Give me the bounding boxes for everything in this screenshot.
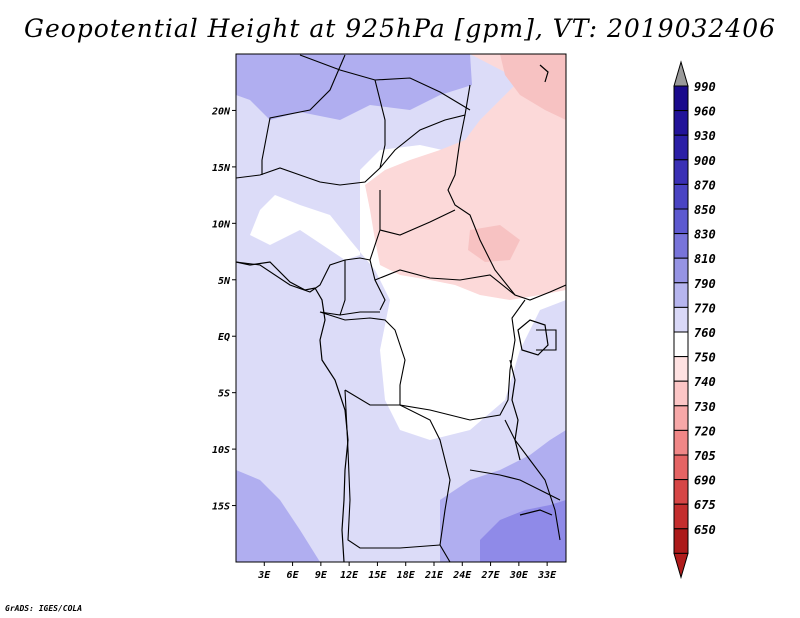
lon-tick-label: 18E (397, 570, 416, 581)
lat-tick-label: 5N (218, 276, 231, 287)
lower-height-core (468, 54, 566, 262)
lon-tick-label: 33E (537, 570, 557, 581)
colorbar-segment (673, 134, 689, 161)
lat-tick-label: EQ (218, 332, 230, 343)
lon-tick-label: 12E (340, 570, 359, 581)
colorbar-segment (673, 454, 689, 481)
colorbar-segment (673, 110, 689, 136)
colorbar-segment (673, 183, 689, 210)
lat-tick-label: 15S (212, 502, 230, 513)
colorbar-segment (673, 257, 689, 284)
colorbar-label: 760 (694, 326, 716, 340)
colorbar-label: 870 (694, 178, 716, 192)
colorbar-label: 650 (694, 523, 716, 537)
colorbar-label: 930 (694, 129, 716, 143)
colorbar-segment (673, 282, 689, 308)
longitude-axis: 3E 6E 9E 12E 15E 18E 21E 24E 27E 30E 33E (257, 562, 557, 581)
colorbar-segment (673, 356, 689, 382)
lat-tick-label: 15N (212, 163, 231, 174)
lon-tick-label: 6E (287, 570, 300, 581)
map-frame (235, 53, 567, 563)
colorbar-label: 790 (694, 277, 716, 291)
southwest-high-region (236, 470, 320, 562)
lat-tick-label: 10S (212, 445, 230, 456)
colorbar-label: 705 (694, 449, 716, 463)
colorbar-segment (673, 233, 689, 259)
colorbar-label: 730 (694, 400, 716, 414)
colorbar-segment (673, 208, 689, 235)
lat-tick-label: 10N (212, 219, 231, 230)
lon-tick-label: 21E (424, 570, 444, 581)
colorbar-label: 960 (694, 105, 716, 119)
colorbar-label: 830 (694, 228, 716, 242)
colorbar-label: 900 (694, 154, 716, 168)
colorbar-segment (673, 380, 689, 407)
colorbar-label: 770 (694, 301, 716, 315)
colorbar-segment (673, 528, 689, 554)
colorbar-segment (673, 306, 689, 333)
colorbar-label: 850 (694, 203, 716, 217)
coastlines-and-lakes (236, 64, 553, 562)
colorbar-segment (673, 159, 689, 185)
lat-tick-label: 5S (218, 389, 230, 400)
lon-tick-label: 24E (452, 570, 472, 581)
colorbar-bottom-arrow (673, 552, 689, 580)
lon-tick-label: 15E (368, 570, 387, 581)
colorbar-top-arrow (673, 60, 689, 87)
latitude-axis: 20N 15N 10N 5N EQ 5S 10S 15S (211, 106, 236, 513)
height-field (236, 54, 566, 562)
colorbar-label: 750 (694, 351, 716, 365)
colorbar-segment (673, 503, 689, 530)
colorbar-segment (673, 331, 689, 358)
lat-tick-label: 20N (211, 106, 231, 117)
colorbar-segment (673, 429, 689, 456)
country-boundaries (236, 54, 566, 562)
colorbar-label: 990 (694, 80, 716, 94)
southeast-higher-core (480, 500, 566, 562)
colorbar-label: 690 (694, 474, 716, 488)
colorbar-segment (673, 479, 689, 505)
colorbar-label: 720 (694, 424, 716, 438)
map-title: Geopotential Height at 925hPa [gpm], VT:… (23, 14, 777, 43)
lon-tick-label: 30E (509, 570, 529, 581)
north-high-region (236, 54, 472, 120)
lon-tick-label: 27E (481, 570, 501, 581)
colorbar: 990 960 930 900 870 850 830 810 790 770 760 750 740 7… (673, 60, 716, 580)
grads-credit: GrADS: IGES/COLA (5, 604, 83, 613)
colorbar-segment (673, 85, 689, 112)
colorbar-segment (673, 405, 689, 431)
colorbar-label: 675 (694, 498, 716, 512)
colorbar-label: 810 (694, 252, 716, 266)
colorbar-label: 740 (694, 375, 716, 389)
lon-tick-label: 3E (257, 570, 271, 581)
lon-tick-label: 9E (315, 570, 328, 581)
